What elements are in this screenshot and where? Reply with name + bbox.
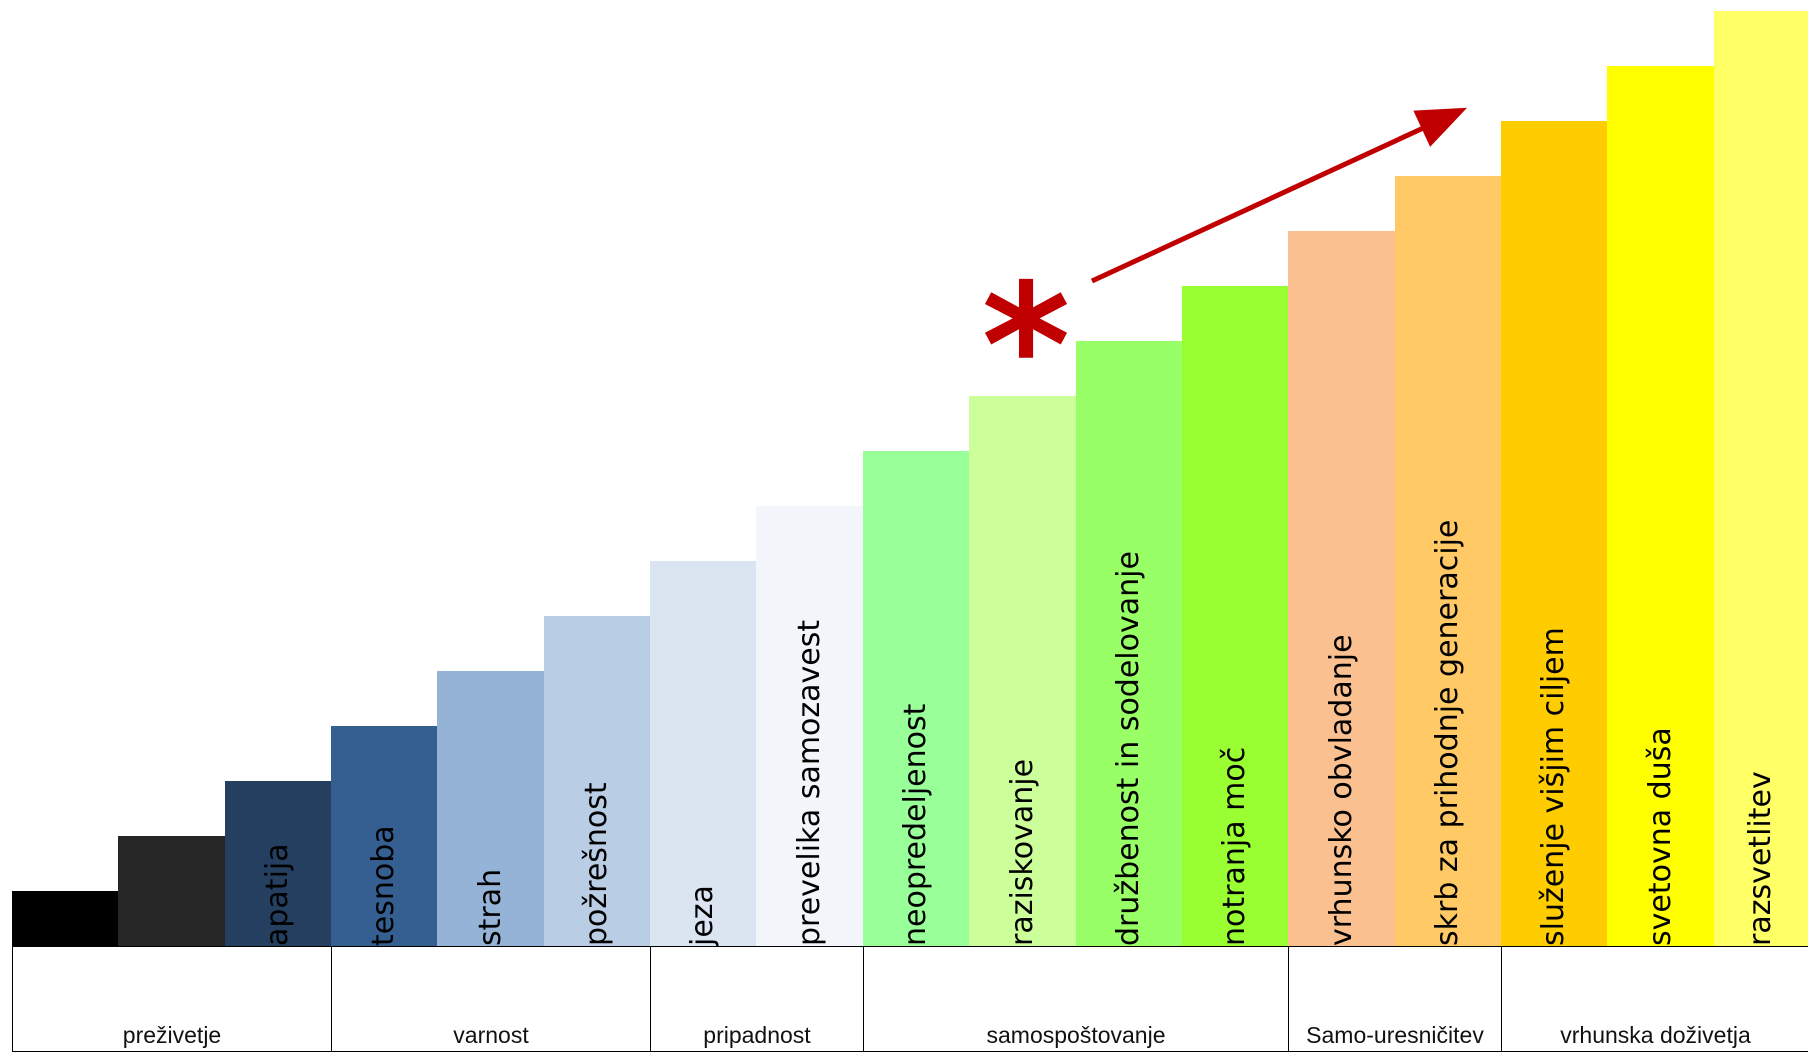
bar-label: služenje višjim ciljem — [1536, 627, 1571, 946]
bar-10: raziskovanje — [969, 396, 1076, 946]
bar-12: notranja moč — [1182, 286, 1288, 946]
group-label: pripadnost — [650, 946, 864, 1052]
baseline-axis — [12, 946, 1808, 947]
bar-label: požrešnost — [579, 782, 614, 946]
bar-label: raziskovanje — [1004, 758, 1040, 946]
bar-label: prevelika samozavest — [791, 619, 827, 946]
bar-label: notranja moč — [1217, 746, 1252, 946]
bar-label: vrhunsko obvladanje — [1323, 634, 1359, 946]
bar-17: razsvetlitev — [1714, 11, 1808, 946]
bar-9: neopredeljenost — [863, 451, 969, 946]
bar-1 — [12, 891, 118, 946]
bar-4: tesnoba — [331, 726, 437, 946]
bar-2 — [118, 836, 225, 946]
bar-label: apatija — [260, 843, 295, 946]
group-label: samospoštovanje — [863, 946, 1289, 1052]
bar-7: jeza — [650, 561, 756, 946]
bar-label: jeza — [685, 885, 720, 946]
bar-16: svetovna duša — [1607, 66, 1714, 946]
group-label: preživetje — [12, 946, 332, 1052]
bar-label: svetovna duša — [1642, 727, 1678, 946]
bar-label: neopredeljenost — [898, 703, 933, 946]
bar-3: apatija — [225, 781, 331, 946]
bar-label: strah — [472, 868, 508, 946]
bar-15: služenje višjim ciljem — [1501, 121, 1607, 946]
bar-14: skrb za prihodnje generacije — [1395, 176, 1501, 946]
bar-8: prevelika samozavest — [756, 506, 863, 946]
group-label: vrhunska doživetja — [1501, 946, 1808, 1052]
bar-11: družbenost in sodelovanje — [1076, 341, 1182, 946]
bar-5: strah — [437, 671, 544, 946]
bar-label: razsvetlitev — [1743, 771, 1778, 946]
bar-13: vrhunsko obvladanje — [1288, 231, 1395, 946]
bar-label: družbenost in sodelovanje — [1111, 551, 1146, 946]
group-label: varnost — [331, 946, 651, 1052]
bar-label: tesnoba — [366, 825, 401, 946]
bar-label: skrb za prihodnje generacije — [1430, 519, 1465, 946]
group-label: Samo-uresničitev — [1288, 946, 1502, 1052]
bar-6: požrešnost — [544, 616, 650, 946]
